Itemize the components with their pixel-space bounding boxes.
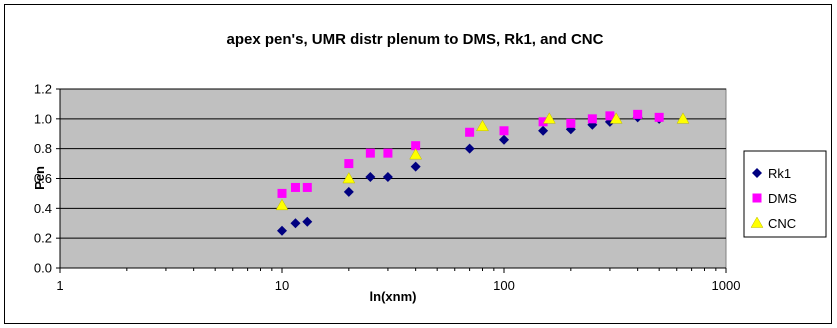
y-tick-label: 1.2 [34, 82, 52, 97]
legend: Rk1 DMS CNC [743, 150, 827, 238]
point-rk1 [365, 172, 376, 183]
y-tick-label: 1.0 [34, 111, 52, 126]
point-rk1 [538, 125, 549, 136]
point-dms [654, 112, 664, 122]
y-tick-label: 0.2 [34, 231, 52, 246]
y-axis-title: Pen [32, 166, 47, 190]
legend-label-rk1: Rk1 [768, 166, 791, 181]
point-dms [277, 188, 287, 198]
legend-marker-cnc [750, 216, 764, 228]
point-dms [538, 117, 548, 127]
point-dms [587, 114, 597, 124]
point-dms [566, 118, 576, 128]
point-cnc [342, 171, 356, 184]
point-dms [465, 127, 475, 137]
series-cnc [275, 112, 690, 211]
point-cnc [542, 112, 556, 124]
y-tick-label: 0.8 [34, 141, 52, 156]
x-tick-label: 1 [56, 278, 63, 293]
point-dms [344, 159, 354, 169]
point-dms [633, 109, 643, 119]
point-dms [499, 126, 509, 136]
point-rk1 [302, 216, 313, 227]
y-tick-label: 0.0 [34, 261, 52, 276]
point-dms [383, 148, 393, 158]
point-dms [302, 182, 312, 192]
point-dms [411, 141, 421, 151]
x-axis-title: ln(xnm) [370, 289, 417, 304]
legend-marker-rk1 [752, 168, 762, 178]
point-cnc [676, 112, 690, 124]
point-cnc [409, 148, 423, 160]
point-rk1 [410, 161, 421, 172]
point-rk1 [343, 186, 354, 197]
legend-items: Rk1 DMS CNC [750, 166, 797, 231]
y-tick-label: 0.6 [34, 171, 52, 186]
point-dms [365, 148, 375, 158]
point-rk1 [290, 218, 301, 229]
series-dms [277, 109, 664, 198]
point-rk1 [464, 143, 475, 154]
legend-marker-dms [752, 193, 762, 203]
point-dms [605, 111, 615, 121]
legend-label-dms: DMS [768, 191, 797, 206]
grid-lines [60, 88, 726, 269]
x-tick-labels: 1 10 100 1000 [56, 278, 740, 293]
legend-label-cnc: CNC [768, 216, 796, 231]
x-tick-label: 100 [493, 278, 515, 293]
y-tick-labels: 0.0 0.2 0.4 0.6 0.8 1.0 1.2 [34, 82, 52, 276]
point-dms [290, 182, 300, 192]
point-cnc [476, 119, 489, 132]
axes [56, 88, 727, 273]
x-tick-label: 1000 [712, 278, 741, 293]
point-rk1 [382, 172, 393, 183]
chart-title: apex pen's, UMR distr plenum to DMS, Rk1… [227, 31, 604, 48]
point-rk1 [277, 225, 287, 236]
x-tick-label: 10 [275, 278, 289, 293]
y-tick-label: 0.4 [34, 201, 52, 216]
point-rk1 [499, 134, 509, 145]
data-points [275, 109, 690, 236]
point-cnc [609, 112, 623, 124]
point-cnc [275, 198, 289, 211]
